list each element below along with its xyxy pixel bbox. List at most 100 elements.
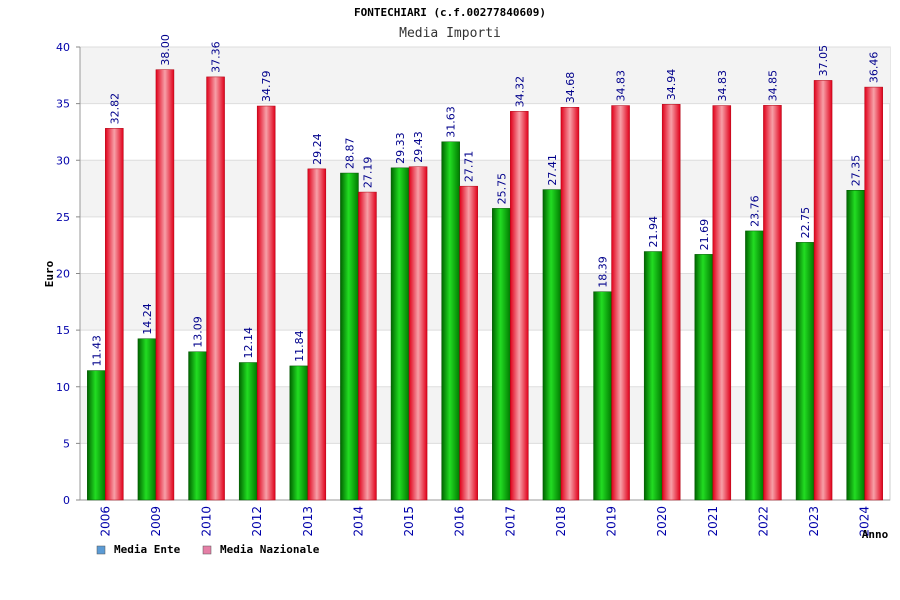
y-tick-label: 30 bbox=[56, 154, 70, 167]
data-label: 11.43 bbox=[90, 335, 103, 367]
bar-media-nazionale-2009 bbox=[155, 69, 175, 501]
data-label: 27.19 bbox=[361, 157, 374, 189]
bar-media-ente-2020 bbox=[643, 251, 663, 501]
legend: Media Ente Media Nazionale bbox=[96, 543, 320, 556]
bar-media-ente-2012 bbox=[238, 362, 258, 501]
data-label: 34.83 bbox=[615, 70, 628, 102]
bar-media-ente-2015 bbox=[390, 167, 410, 501]
data-label: 21.69 bbox=[698, 219, 711, 251]
bar-media-ente-2021 bbox=[694, 254, 714, 501]
data-label: 38.00 bbox=[159, 34, 172, 66]
y-tick-label: 10 bbox=[56, 381, 70, 394]
y-axis-ticks: 0 5 10 15 20 25 30 35 40 bbox=[56, 41, 80, 507]
data-label: 12.14 bbox=[242, 327, 255, 359]
x-tick-label: 2024 bbox=[858, 506, 872, 537]
y-tick-label: 20 bbox=[56, 268, 70, 281]
bar-media-nazionale-2012 bbox=[256, 105, 276, 501]
bar-media-nazionale-2010 bbox=[206, 76, 225, 501]
x-tick-label: 2010 bbox=[200, 506, 214, 537]
x-tick-label: 2015 bbox=[402, 506, 416, 537]
y-tick-label: 25 bbox=[56, 211, 70, 224]
data-label: 37.05 bbox=[817, 45, 830, 77]
data-label: 27.41 bbox=[546, 154, 559, 186]
data-label: 11.84 bbox=[293, 330, 306, 362]
legend-swatch bbox=[96, 545, 106, 555]
x-tick-label: 2020 bbox=[655, 506, 669, 537]
y-tick-label: 0 bbox=[63, 494, 70, 507]
legend-label: Media Ente bbox=[114, 543, 181, 556]
data-label: 13.09 bbox=[192, 316, 205, 348]
x-tick-label: 2012 bbox=[250, 506, 264, 537]
x-tick-label: 2009 bbox=[149, 506, 163, 537]
data-label: 27.35 bbox=[850, 155, 863, 187]
bar-media-ente-2022 bbox=[745, 230, 764, 501]
bar-media-ente-2017 bbox=[492, 208, 511, 501]
bar-media-nazionale-2013 bbox=[307, 168, 327, 501]
x-tick-label: 2014 bbox=[351, 506, 365, 537]
data-label: 34.85 bbox=[766, 70, 779, 102]
y-tick-label: 5 bbox=[63, 437, 70, 450]
bar-media-nazionale-2023 bbox=[813, 80, 833, 501]
bar-media-ente-2006 bbox=[87, 370, 106, 501]
data-label: 34.32 bbox=[513, 76, 526, 108]
bar-media-ente-2016 bbox=[441, 141, 460, 501]
chart-subtitle: Media Importi bbox=[399, 26, 501, 41]
x-tick-label: 2016 bbox=[453, 506, 467, 537]
data-label: 32.82 bbox=[108, 93, 121, 125]
x-tick-label: 2018 bbox=[554, 506, 568, 537]
x-tick-label: 2013 bbox=[301, 506, 315, 537]
data-label: 25.75 bbox=[495, 173, 508, 205]
data-label: 34.79 bbox=[260, 71, 273, 103]
bar-media-nazionale-2020 bbox=[661, 104, 681, 501]
y-tick-label: 35 bbox=[56, 98, 70, 111]
x-tick-label: 2019 bbox=[605, 506, 619, 537]
bar-media-nazionale-2022 bbox=[763, 105, 782, 501]
data-label: 29.24 bbox=[311, 133, 324, 165]
bar-media-ente-2024 bbox=[846, 190, 865, 501]
data-label: 21.94 bbox=[647, 216, 660, 248]
bar-media-nazionale-2024 bbox=[864, 86, 883, 501]
bar-media-nazionale-2014 bbox=[358, 191, 377, 501]
data-label: 22.75 bbox=[799, 207, 812, 239]
bar-media-nazionale-2018 bbox=[560, 106, 580, 501]
bar-media-ente-2010 bbox=[188, 351, 207, 501]
y-tick-label: 15 bbox=[56, 324, 70, 337]
data-label: 31.63 bbox=[445, 106, 458, 138]
data-label: 28.87 bbox=[343, 138, 356, 170]
data-label: 37.36 bbox=[210, 41, 223, 73]
data-label: 34.83 bbox=[716, 70, 729, 102]
bar-media-nazionale-2019 bbox=[611, 105, 630, 501]
data-label: 27.71 bbox=[463, 151, 476, 183]
x-tick-label: 2021 bbox=[706, 506, 720, 537]
y-axis-label: Euro bbox=[43, 260, 56, 287]
legend-label: Media Nazionale bbox=[220, 543, 320, 556]
x-tick-label: 2017 bbox=[503, 506, 517, 537]
bar-media-nazionale-2021 bbox=[712, 105, 732, 501]
bar-media-nazionale-2016 bbox=[459, 185, 478, 501]
chart-title: FONTECHIARI (c.f.00277840609) bbox=[354, 6, 546, 19]
y-tick-label: 40 bbox=[56, 41, 70, 54]
bar-media-ente-2019 bbox=[593, 291, 612, 501]
bar-media-ente-2014 bbox=[340, 172, 359, 501]
data-label: 14.24 bbox=[141, 303, 154, 335]
data-label: 18.39 bbox=[597, 256, 610, 288]
bar-media-nazionale-2006 bbox=[105, 128, 124, 501]
bar-media-ente-2013 bbox=[289, 365, 309, 501]
data-label: 23.76 bbox=[748, 195, 761, 227]
x-tick-label: 2023 bbox=[807, 506, 821, 537]
data-label: 29.43 bbox=[412, 131, 425, 163]
bars bbox=[87, 69, 883, 501]
data-label: 34.68 bbox=[564, 72, 577, 104]
bar-media-ente-2023 bbox=[795, 242, 815, 501]
bar-media-nazionale-2015 bbox=[408, 166, 428, 501]
data-label: 34.94 bbox=[665, 69, 678, 101]
x-tick-label: 2006 bbox=[98, 506, 112, 537]
x-tick-label: 2022 bbox=[756, 506, 770, 537]
data-label: 29.33 bbox=[394, 132, 407, 164]
bar-media-nazionale-2017 bbox=[510, 111, 529, 501]
data-label: 36.46 bbox=[868, 52, 881, 84]
x-axis-label: Anno bbox=[862, 528, 889, 541]
bar-media-ente-2018 bbox=[542, 189, 562, 501]
data-labels: 11.43 32.82 14.24 38.00 13.09 37.36 12.14 34.79… bbox=[90, 34, 880, 366]
